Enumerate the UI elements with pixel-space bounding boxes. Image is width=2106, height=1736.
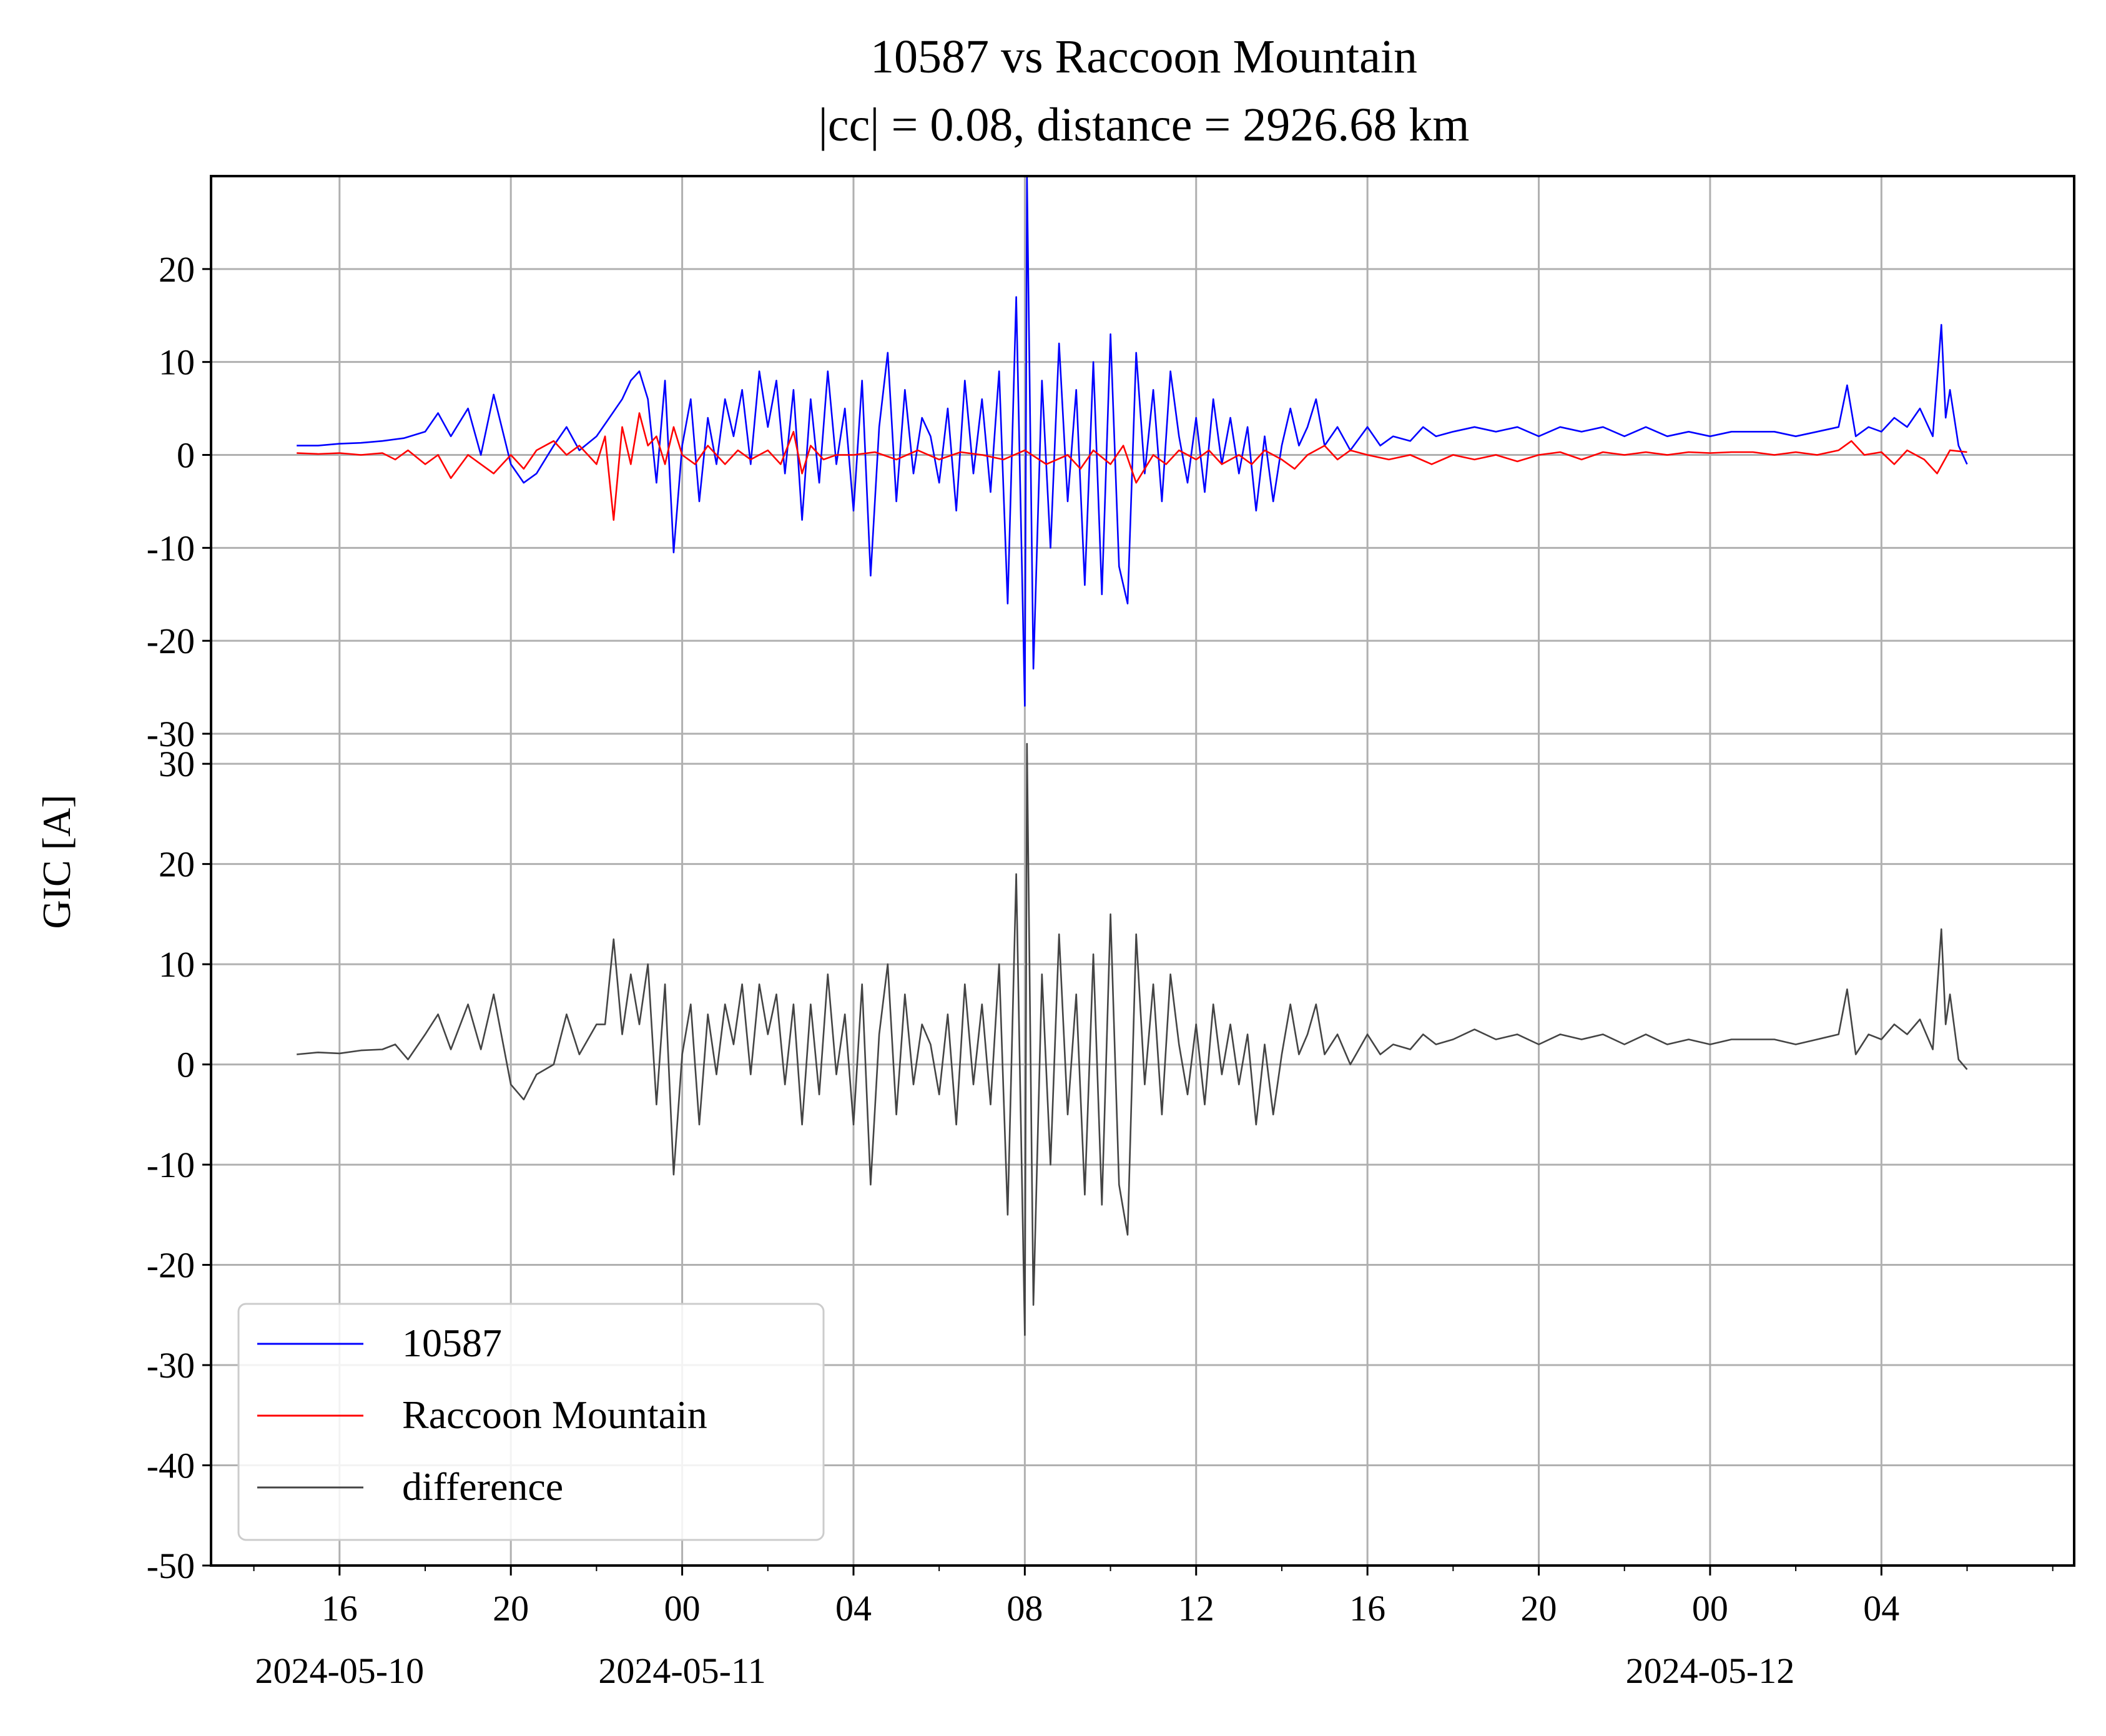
x-tick-label: 12 xyxy=(1178,1588,1214,1629)
top-series xyxy=(297,175,1968,707)
bottom-y-tick-label: -20 xyxy=(147,1245,195,1286)
axes-frame xyxy=(210,175,2075,1567)
x-tick-label: 16 xyxy=(322,1588,358,1629)
x-date-label: 2024-05-12 xyxy=(1626,1650,1795,1691)
bottom-y-tick-label: -30 xyxy=(147,1345,195,1386)
x-axis: 16 20 00 04 08 12 16 20 00 04 2024-05-10 2024-05-11… xyxy=(253,1566,2054,1691)
x-tick-label: 04 xyxy=(835,1588,872,1629)
top-y-tick-label: -20 xyxy=(147,621,195,661)
x-tick-label: 20 xyxy=(493,1588,529,1629)
legend-label: 10587 xyxy=(402,1321,502,1365)
x-tick-label: 20 xyxy=(1521,1588,1557,1629)
legend: 10587 Raccoon Mountain difference xyxy=(237,1303,825,1541)
bottom-series xyxy=(297,742,1968,1336)
panel-top: 20 10 0 -10 -20 -30 xyxy=(147,175,2074,754)
chart-title-line2: |cc| = 0.08, distance = 2926.68 km xyxy=(819,99,1470,151)
bottom-y-tick-label: -50 xyxy=(147,1546,195,1586)
bottom-y-ticks: 30 20 10 0 -10 -20 -30 -40 -50 xyxy=(147,744,211,1586)
x-tick-label: 00 xyxy=(664,1588,701,1629)
series-line-raccoon-mountain xyxy=(297,412,1967,521)
legend-label: difference xyxy=(402,1464,563,1509)
top-y-ticks: 20 10 0 -10 -20 -30 xyxy=(147,249,211,754)
bottom-y-tick-label: -10 xyxy=(147,1145,195,1185)
top-y-tick-label: 0 xyxy=(177,435,195,476)
top-y-tick-label: 10 xyxy=(159,342,195,383)
top-y-tick-label: -30 xyxy=(147,714,195,754)
bottom-y-tick-label: 30 xyxy=(159,744,195,784)
bottom-y-tick-label: 20 xyxy=(159,844,195,885)
x-date-label: 2024-05-11 xyxy=(598,1650,765,1691)
top-grid xyxy=(211,176,2074,735)
top-y-tick-label: -10 xyxy=(147,528,195,568)
series-line-10587 xyxy=(297,175,1968,707)
legend-box xyxy=(237,1303,825,1541)
x-tick-label: 08 xyxy=(1006,1588,1043,1629)
bottom-y-tick-label: 0 xyxy=(177,1045,195,1085)
y-axis-label: GIC [A] xyxy=(34,794,79,929)
x-date-label: 2024-05-10 xyxy=(255,1650,424,1691)
x-tick-label: 16 xyxy=(1349,1588,1385,1629)
chart-title-line1: 10587 vs Raccoon Mountain xyxy=(870,31,1417,83)
bottom-y-tick-label: 10 xyxy=(159,944,195,985)
bottom-y-tick-label: -40 xyxy=(147,1446,195,1486)
top-y-tick-label: 20 xyxy=(159,249,195,290)
legend-label: Raccoon Mountain xyxy=(402,1393,707,1437)
x-tick-label: 04 xyxy=(1863,1588,1899,1629)
x-tick-label: 00 xyxy=(1692,1588,1728,1629)
series-line-difference xyxy=(297,742,1968,1336)
